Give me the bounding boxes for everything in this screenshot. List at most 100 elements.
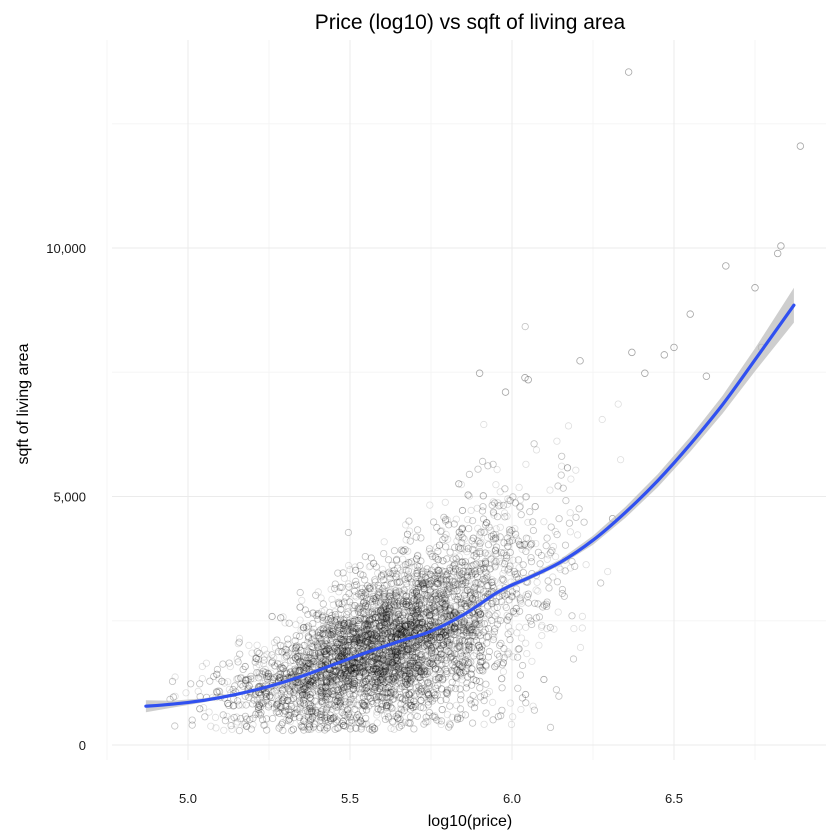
data-point [354, 627, 362, 635]
data-point [349, 634, 357, 642]
data-point [391, 690, 399, 698]
data-point [343, 713, 352, 721]
data-point [366, 640, 374, 648]
data-point [411, 607, 420, 615]
data-point [460, 599, 468, 608]
data-point [492, 530, 500, 539]
data-point [490, 509, 498, 517]
data-point [365, 563, 373, 571]
data-point [317, 697, 325, 705]
data-point [306, 681, 315, 689]
data-point [400, 679, 408, 687]
data-point [369, 637, 377, 645]
data-point [447, 593, 455, 601]
data-point [387, 663, 395, 672]
data-point [380, 625, 388, 634]
data-point [396, 659, 404, 668]
data-point [340, 619, 348, 627]
data-point [388, 647, 396, 655]
data-point [352, 690, 360, 698]
data-point [303, 651, 311, 659]
data-point [273, 689, 281, 697]
data-point [433, 605, 441, 613]
data-point [373, 708, 381, 716]
data-point [379, 683, 387, 692]
data-point [424, 591, 432, 600]
data-point [233, 655, 241, 663]
data-point [553, 437, 561, 445]
data-point [331, 651, 339, 659]
data-point [424, 684, 433, 692]
data-point [518, 541, 526, 550]
data-point [391, 658, 399, 666]
data-point [462, 621, 470, 629]
data-point [348, 681, 356, 689]
data-point [357, 680, 365, 689]
data-point [316, 634, 324, 642]
data-point [564, 422, 573, 430]
data-point [276, 673, 284, 682]
data-point [264, 672, 272, 681]
data-point [278, 694, 286, 702]
data-point [352, 670, 360, 678]
data-point [328, 629, 336, 637]
data-point [455, 553, 463, 561]
data-point [373, 628, 381, 637]
data-point [347, 687, 356, 695]
data-point [387, 689, 395, 697]
data-point [243, 675, 251, 683]
data-point [404, 547, 412, 555]
data-point [387, 663, 395, 671]
data-point [477, 592, 486, 600]
data-point [413, 625, 421, 634]
data-point [415, 661, 423, 670]
data-point [363, 639, 371, 647]
data-point [466, 586, 474, 594]
data-point [417, 696, 425, 705]
data-point [464, 544, 472, 553]
data-point [420, 586, 428, 594]
data-point [401, 699, 409, 707]
data-point [492, 661, 500, 670]
data-point [413, 610, 421, 618]
data-point [404, 651, 413, 660]
data-point [482, 709, 490, 717]
data-point [483, 551, 491, 559]
data-point [409, 649, 417, 658]
data-point [373, 654, 382, 663]
data-point [359, 678, 368, 686]
data-point [391, 685, 399, 693]
data-point [439, 629, 447, 638]
data-point [400, 668, 408, 677]
data-point [407, 627, 415, 636]
data-point [383, 622, 392, 630]
data-point [340, 662, 348, 670]
data-point [341, 670, 349, 679]
data-point [462, 589, 470, 597]
data-point [284, 711, 292, 719]
data-point [448, 713, 456, 721]
data-point [363, 590, 371, 598]
data-point [322, 626, 330, 634]
data-point [475, 531, 484, 539]
data-point [302, 648, 311, 656]
data-point [438, 650, 446, 658]
data-point [464, 491, 472, 499]
data-point [326, 674, 334, 683]
data-point [509, 607, 518, 615]
data-point [295, 683, 303, 691]
data-point [295, 691, 303, 699]
data-point [401, 653, 409, 662]
data-point [468, 665, 476, 673]
data-point [433, 608, 441, 616]
data-point [415, 683, 423, 692]
data-point [304, 676, 312, 684]
data-point [292, 643, 300, 651]
data-point [423, 568, 431, 577]
data-point [350, 679, 359, 688]
data-point [540, 518, 548, 526]
data-point [392, 608, 400, 616]
data-point [316, 724, 324, 732]
data-point [328, 644, 336, 652]
data-point [418, 645, 426, 653]
